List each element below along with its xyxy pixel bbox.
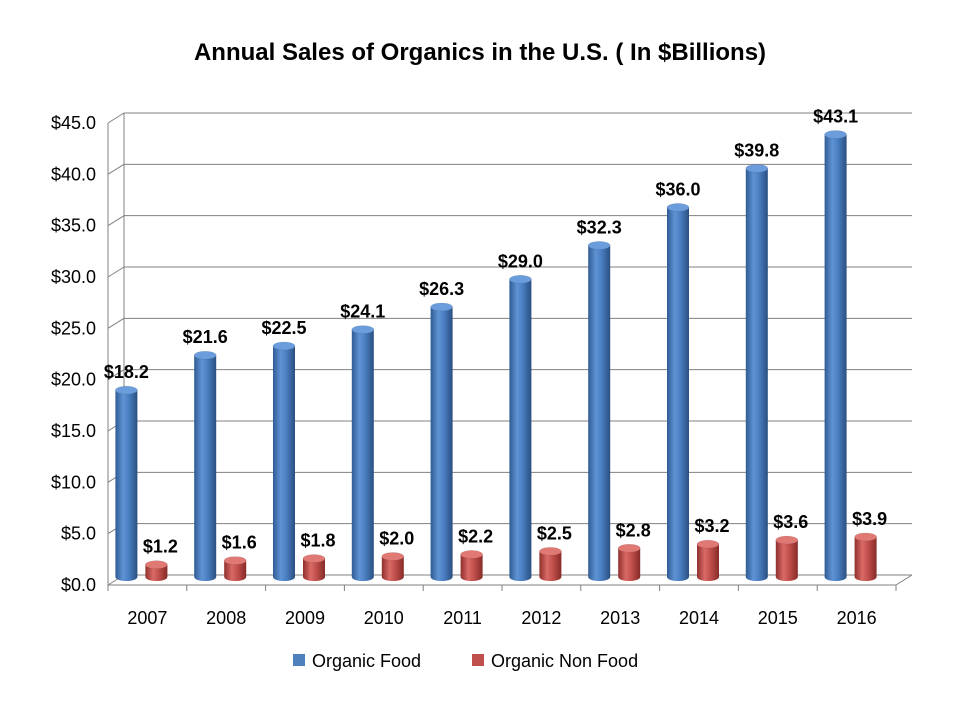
bar-organic-non-food	[539, 547, 562, 581]
x-tick-label: 2007	[127, 608, 167, 628]
data-label: $3.9	[852, 509, 887, 529]
bar-organic-non-food	[145, 560, 168, 581]
y-tick-label: $30.0	[51, 267, 96, 287]
x-tick-label: 2011	[443, 608, 482, 628]
legend-label-organic-non-food: Organic Non Food	[491, 651, 638, 671]
data-label: $3.2	[694, 516, 729, 536]
x-tick-label: 2010	[364, 608, 404, 628]
x-tick-label: 2013	[600, 608, 640, 628]
chart-title: Annual Sales of Organics in the U.S. ( I…	[194, 39, 766, 66]
data-label: $29.0	[498, 251, 543, 271]
y-tick-label: $10.0	[51, 472, 96, 492]
x-tick-label: 2016	[837, 608, 877, 628]
bar-organic-non-food	[381, 552, 405, 581]
data-label: $22.5	[261, 318, 306, 338]
bar-organic-food	[430, 302, 453, 581]
data-label: $1.6	[222, 533, 257, 553]
data-label: $26.3	[419, 279, 464, 299]
gridline-depth	[107, 163, 125, 175]
x-axis-ticks: 2007 2008 2009 2010 2011 2012 2013 2014 2015 2016	[127, 608, 876, 628]
legend-swatch-organic-non-food	[472, 654, 484, 666]
bar-organic-food	[666, 203, 690, 581]
y-tick-label: $5.0	[61, 524, 96, 544]
y-tick-label: $45.0	[51, 113, 96, 133]
gridline-depth	[107, 369, 125, 381]
data-label: $36.0	[655, 179, 700, 199]
legend: Organic Food Organic Non Food	[293, 651, 638, 671]
y-tick-label: $40.0	[51, 164, 96, 184]
data-label: $43.1	[813, 107, 858, 127]
bar-organic-non-food	[302, 554, 326, 581]
gridline-depth	[107, 215, 125, 227]
bar-organic-non-food	[460, 550, 483, 581]
bar-organic-food	[587, 241, 611, 582]
data-label: $18.2	[104, 362, 149, 382]
bar-organic-non-food	[617, 544, 641, 581]
y-tick-label: $15.0	[51, 421, 96, 441]
y-tick-label: $35.0	[51, 216, 96, 236]
data-label: $2.5	[537, 523, 572, 543]
floor-edge	[895, 574, 913, 586]
data-label: $32.3	[577, 217, 622, 237]
x-tick-label: 2008	[206, 608, 246, 628]
x-tick-label: 2009	[285, 608, 325, 628]
y-tick-label: $20.0	[51, 370, 96, 390]
bar-organic-food	[193, 350, 217, 581]
y-axis-ticks: $0.0 $5.0 $10.0 $15.0 $20.0 $25.0 $30.0 $35.0 $4…	[51, 113, 96, 595]
bar-organic-food	[115, 385, 138, 581]
y-tick-label: $0.0	[61, 575, 96, 595]
bar-organic-non-food	[854, 532, 877, 581]
legend-swatch-organic-food	[293, 654, 305, 666]
bar-organic-non-food	[775, 535, 799, 581]
data-label: $2.8	[616, 520, 651, 540]
gridline-depth	[107, 266, 125, 278]
bar-organic-non-food	[696, 539, 720, 581]
data-label: $24.1	[340, 302, 385, 322]
y-tick-label: $25.0	[51, 318, 96, 338]
data-label: $1.2	[143, 537, 178, 557]
bar-organic-food	[745, 164, 769, 582]
bar-organic-food	[351, 325, 375, 581]
data-label: $3.6	[773, 512, 808, 532]
data-labels: $18.2 $21.6 $22.5 $24.1 $26.3 $29.0 $32.3 $36.0…	[104, 107, 887, 557]
gridline-depth	[107, 317, 125, 329]
bars	[115, 130, 877, 582]
bar-organic-non-food	[223, 556, 247, 581]
data-label: $2.2	[458, 526, 493, 546]
x-tick-label: 2014	[679, 608, 719, 628]
data-label: $1.8	[300, 531, 335, 551]
x-tick-label: 2015	[758, 608, 798, 628]
data-label: $21.6	[183, 327, 228, 347]
data-label: $39.8	[734, 140, 779, 160]
data-label: $2.0	[379, 528, 414, 548]
x-tick-label: 2012	[521, 608, 561, 628]
gridline-depth	[107, 112, 125, 124]
bar-organic-food	[272, 341, 296, 581]
bar-organic-food	[509, 275, 532, 581]
bar-organic-food	[824, 130, 847, 582]
legend-label-organic-food: Organic Food	[312, 651, 421, 671]
